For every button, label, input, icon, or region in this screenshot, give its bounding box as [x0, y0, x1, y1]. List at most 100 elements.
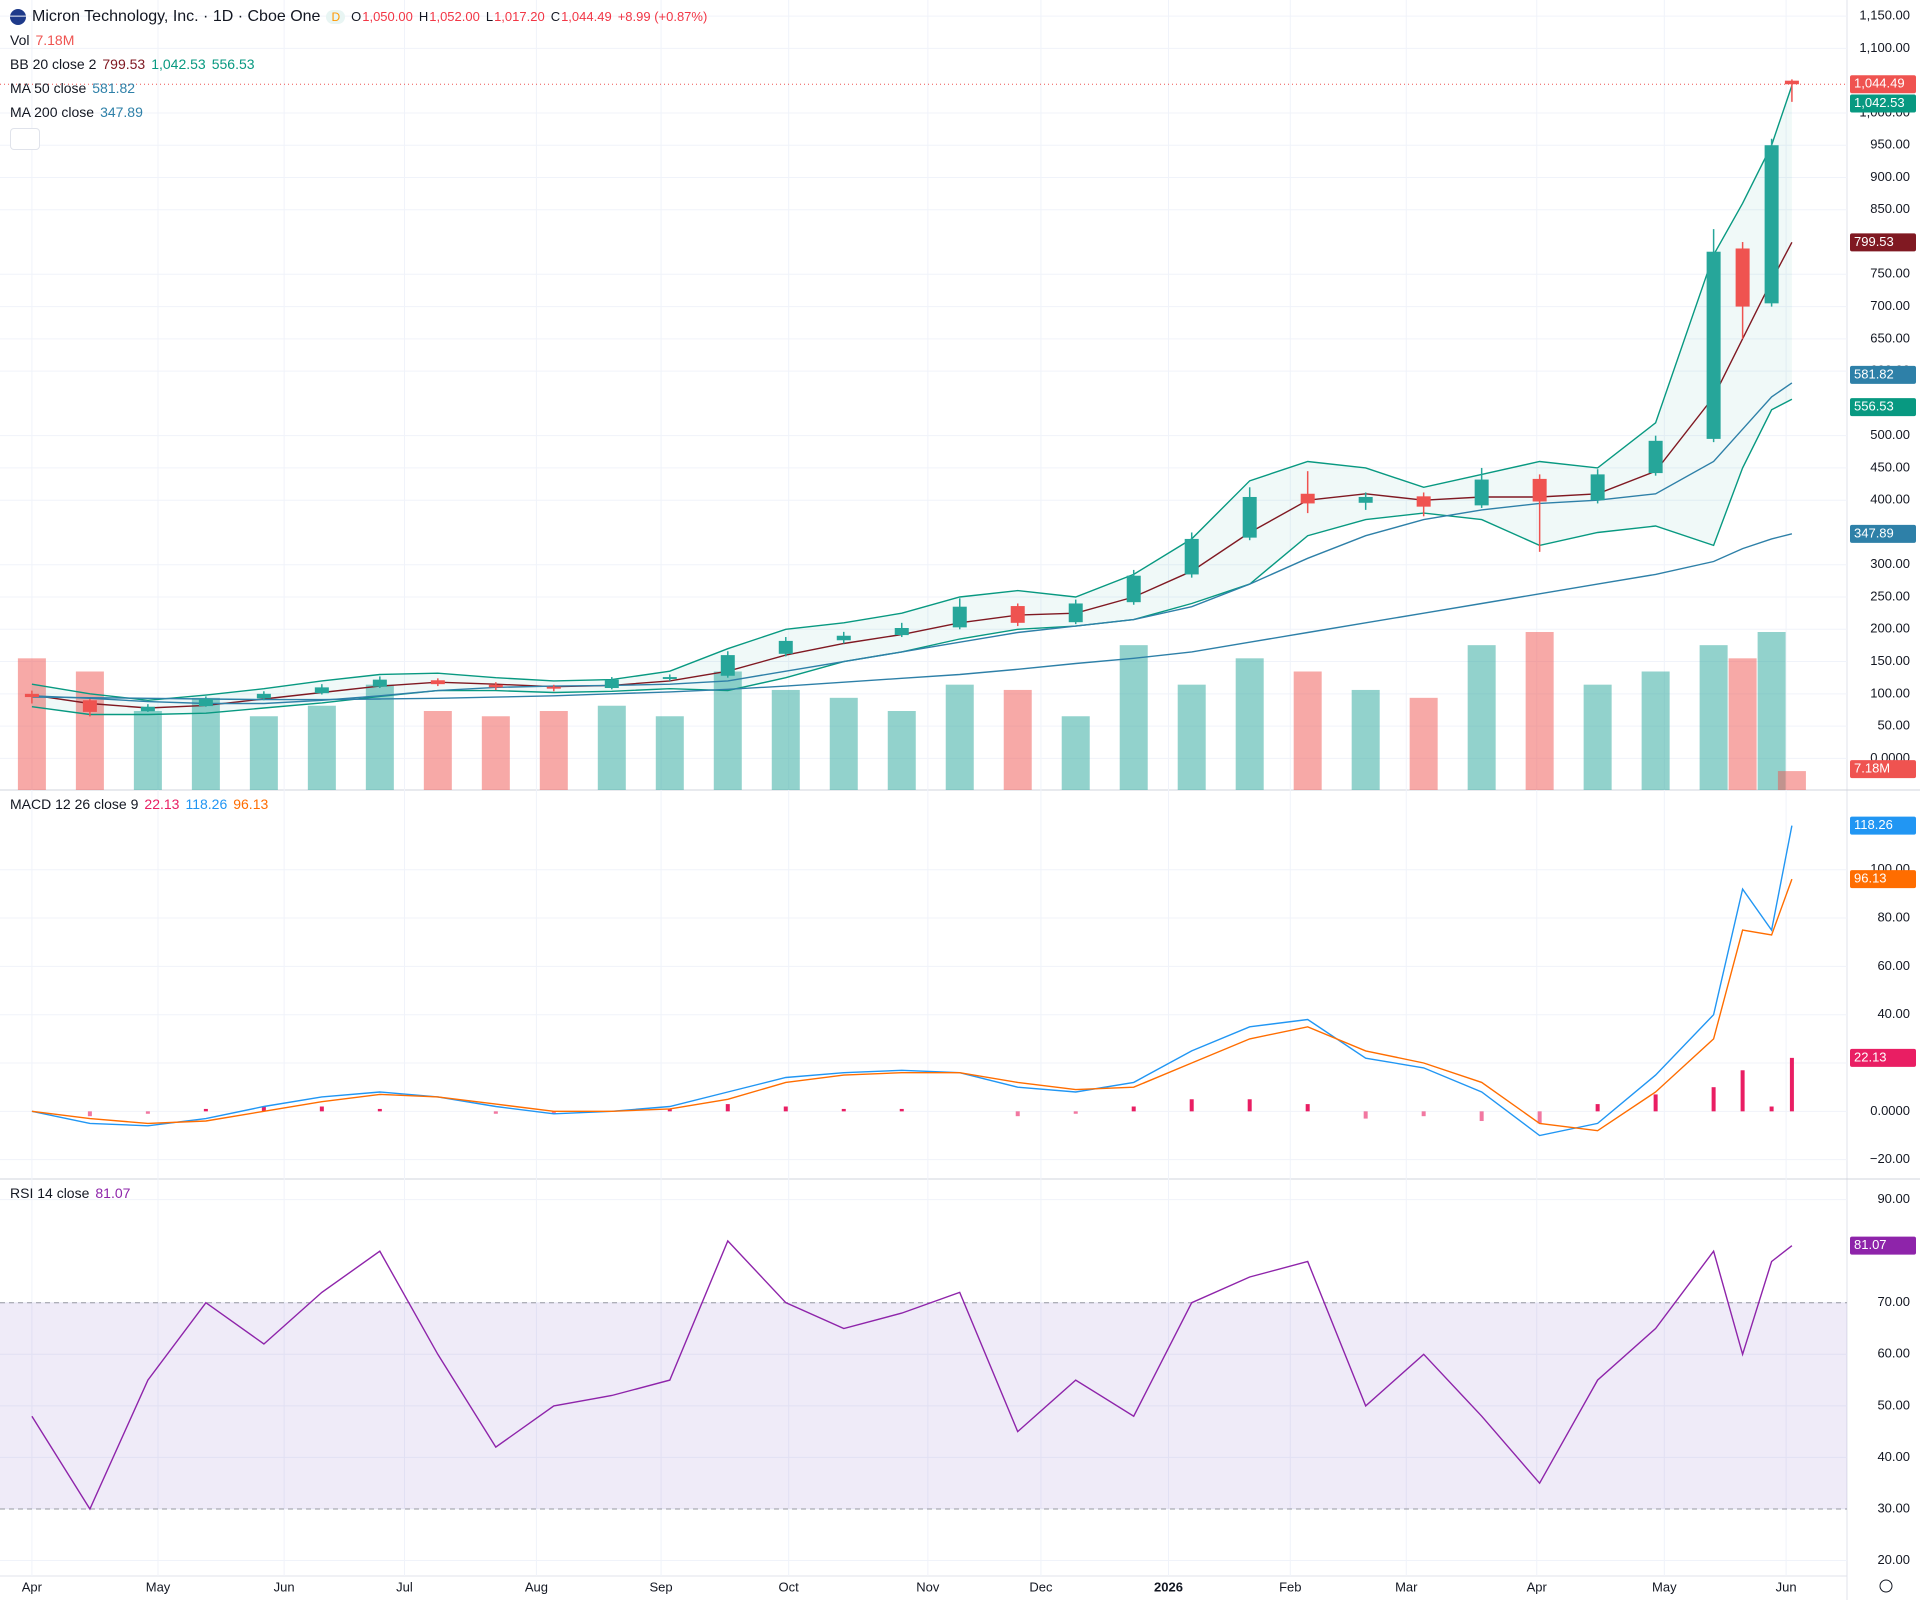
bb-basis-badge — [1850, 233, 1916, 252]
price-change: +8.99 (+0.87%) — [617, 9, 708, 24]
x-tick-label: Apr — [22, 1579, 43, 1594]
macd-histogram-bar — [1537, 1111, 1542, 1124]
legend-row: Vol 7.18M — [10, 32, 80, 48]
x-tick-label: Jun — [274, 1579, 295, 1594]
legend-label: MA 50 close — [10, 80, 87, 96]
macd-histogram-bar — [145, 1111, 150, 1114]
volume-bar — [1728, 658, 1757, 790]
legend-label: BB 20 close 2 — [10, 56, 97, 72]
candle-body — [24, 693, 39, 698]
y-tick-label: 150.00 — [1870, 653, 1910, 668]
volume-bar — [17, 658, 46, 790]
macd-histogram-bar — [1363, 1111, 1368, 1119]
legend-value: 7.18M — [35, 32, 75, 48]
macd-histogram-bar — [667, 1108, 672, 1112]
macd-histogram-bar — [1305, 1104, 1310, 1112]
legend-value: 22.13 — [144, 796, 180, 812]
legend-label: Vol — [10, 32, 30, 48]
macd-histogram-bar — [1421, 1111, 1426, 1117]
macd-histogram-bar — [261, 1106, 266, 1112]
y-tick-label: −20.00 — [1870, 1151, 1910, 1166]
bb-upper-badge — [1850, 94, 1916, 113]
y-tick-label: 70.00 — [1877, 1294, 1910, 1309]
volume-bar — [945, 684, 974, 790]
x-tick-label: Jun — [1776, 1579, 1797, 1594]
x-tick-label: Oct — [779, 1579, 800, 1594]
x-tick-label: May — [146, 1579, 171, 1594]
macd-histogram-bar — [551, 1111, 556, 1114]
legend-row: BB 20 close 2 799.53 1,042.53 556.53 — [10, 56, 261, 72]
rsi-badge-text: 81.07 — [1854, 1237, 1887, 1252]
bb-lower-badge — [1850, 398, 1916, 417]
y-tick-label: 400.00 — [1870, 492, 1910, 507]
candle-body — [430, 680, 445, 685]
macd-histogram-bar — [1653, 1094, 1658, 1112]
volume-bar — [771, 689, 800, 790]
macd-histogram-bar — [1015, 1111, 1020, 1117]
candle-body — [1358, 496, 1373, 503]
price-badge — [1850, 75, 1916, 94]
volume-bar — [1293, 671, 1322, 790]
y-tick-label: 40.00 — [1877, 1006, 1910, 1021]
candle-body — [488, 684, 503, 688]
y-tick-label: 200.00 — [1870, 621, 1910, 636]
volume-bar — [1777, 771, 1806, 790]
macd-histogram-bar — [899, 1108, 904, 1112]
macd-histogram-bar — [1131, 1106, 1136, 1112]
interval-badge: D — [326, 10, 346, 24]
macd-histogram-bar — [1247, 1099, 1252, 1112]
histogram-badge — [1850, 1048, 1916, 1067]
y-tick-label: 650.00 — [1870, 330, 1910, 345]
y-tick-label: 250.00 — [1870, 588, 1910, 603]
candle-body — [836, 635, 851, 641]
volume-bar — [887, 711, 916, 790]
y-tick-label: 50.00 — [1877, 1397, 1910, 1412]
bb-basis-badge-text: 799.53 — [1854, 234, 1894, 249]
y-tick-label: 90.00 — [1877, 1191, 1910, 1206]
candle-body — [82, 700, 97, 712]
macd-badge-text: 118.26 — [1854, 817, 1893, 832]
y-tick-label: 500.00 — [1870, 427, 1910, 442]
volume-bar — [1699, 645, 1728, 790]
candle-body — [1126, 575, 1141, 603]
collapse-button[interactable] — [10, 128, 40, 150]
x-tick-label: 2026 — [1154, 1579, 1183, 1594]
volume-bar — [423, 711, 452, 790]
ma50-badge-text: 581.82 — [1854, 366, 1894, 381]
candle-body — [1706, 251, 1721, 439]
candle-body — [546, 686, 561, 689]
y-tick-label: 30.00 — [1877, 1500, 1910, 1515]
indicator-line — [31, 825, 1793, 1137]
volume-bar — [597, 705, 626, 790]
indicator-line — [31, 533, 1793, 701]
volume-badge — [1850, 760, 1916, 779]
macd-histogram-bar — [203, 1108, 208, 1112]
legend-value: 1,042.53 — [151, 56, 206, 72]
signal-badge — [1850, 870, 1916, 889]
candle-body — [1590, 474, 1605, 501]
volume-badge-text: 7.18M — [1854, 761, 1890, 776]
candle-body — [952, 606, 967, 628]
candle-body — [778, 640, 793, 654]
y-tick-label: 1,150.00 — [1859, 8, 1910, 23]
y-tick-label: 40.00 — [1877, 1449, 1910, 1464]
volume-bar — [1351, 689, 1380, 790]
candle-body — [140, 706, 155, 712]
volume-bar — [365, 684, 394, 790]
y-tick-label: 850.00 — [1870, 201, 1910, 216]
legend-value: 799.53 — [102, 56, 146, 72]
macd-histogram-bar — [87, 1111, 92, 1117]
ohlc-value: 1,044.49 — [561, 9, 612, 24]
candle-body — [662, 677, 677, 679]
candle-body — [314, 687, 329, 694]
candle-body — [1300, 493, 1315, 504]
histogram-badge-text: 22.13 — [1854, 1049, 1887, 1064]
x-tick-label: Feb — [1279, 1579, 1301, 1594]
volume-bar — [75, 671, 104, 790]
candle-body — [604, 679, 619, 689]
legend-row: MA 50 close 581.82 — [10, 80, 141, 96]
macd-histogram-bar — [377, 1108, 382, 1112]
settings-icon[interactable] — [1879, 1579, 1893, 1593]
